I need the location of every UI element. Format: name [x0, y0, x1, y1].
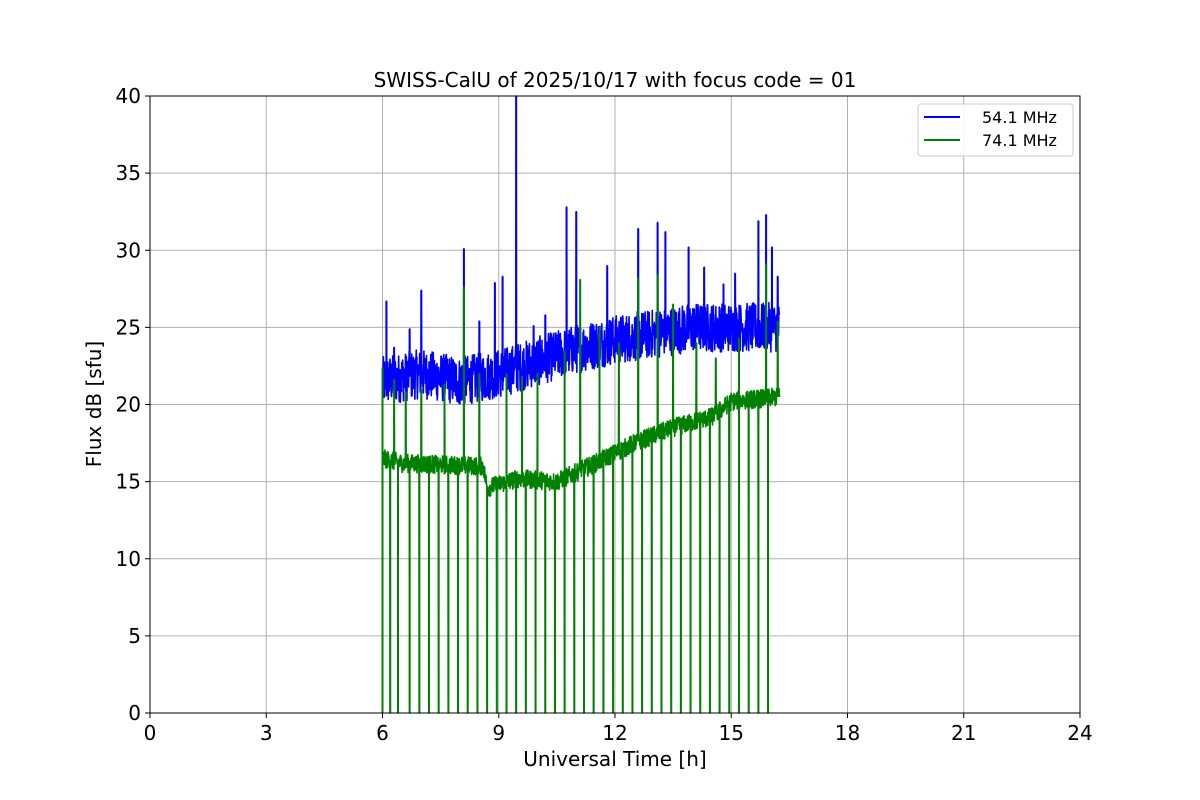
x-tick-label: 24	[1067, 721, 1092, 745]
y-tick-label: 25	[116, 315, 141, 339]
x-tick-label: 15	[719, 721, 744, 745]
x-tick-label: 3	[260, 721, 273, 745]
x-axis-label: Universal Time [h]	[523, 747, 706, 771]
series-layer	[381, 95, 781, 714]
y-tick-label: 10	[116, 547, 141, 571]
legend: 54.1 MHz 74.1 MHz	[917, 103, 1074, 157]
x-tick-label: 18	[835, 721, 860, 745]
y-tick-label: 30	[116, 238, 141, 262]
y-tick-label: 20	[116, 393, 141, 417]
y-tick-label: 35	[116, 161, 141, 185]
x-tick-label: 9	[492, 721, 505, 745]
x-tick-label: 21	[951, 721, 976, 745]
series-1	[381, 263, 781, 714]
y-tick-label: 15	[116, 470, 141, 494]
ticks-layer: 0 3 6 9 12 15 18 21 24 0 5 10 15 20 25 30 35 40	[116, 84, 1093, 745]
chart-title: SWISS-CalU of 2025/10/17 with focus code…	[374, 68, 857, 92]
y-tick-label: 5	[128, 624, 141, 648]
y-axis-label: Flux dB [sfu]	[82, 341, 106, 467]
legend-label-74-mhz: 74.1 MHz	[982, 131, 1057, 150]
x-tick-label: 12	[602, 721, 627, 745]
y-tick-label: 40	[116, 84, 141, 108]
x-tick-label: 0	[144, 721, 157, 745]
x-tick-label: 6	[376, 721, 389, 745]
legend-label-54-mhz: 54.1 MHz	[982, 108, 1057, 127]
y-tick-label: 0	[128, 701, 141, 725]
